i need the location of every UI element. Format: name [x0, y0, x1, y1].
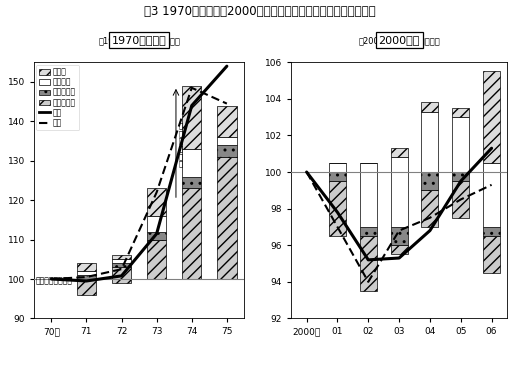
Bar: [182, 86, 201, 149]
Bar: [329, 172, 346, 181]
Bar: [77, 279, 96, 295]
Bar: [77, 263, 96, 271]
Bar: [77, 271, 96, 275]
Bar: [360, 163, 377, 227]
Bar: [77, 275, 96, 279]
Text: （2000年を100とした指数）: （2000年を100とした指数）: [358, 37, 440, 46]
Bar: [483, 71, 500, 163]
Bar: [391, 157, 408, 227]
Bar: [329, 163, 346, 172]
Bar: [182, 176, 201, 188]
Bar: [452, 108, 469, 117]
Bar: [147, 240, 166, 279]
Bar: [360, 227, 377, 236]
Bar: [217, 157, 237, 279]
Text: 輸
入
品
コ
ス
ト: 輸 入 品 コ ス ト: [178, 123, 183, 167]
Bar: [421, 190, 438, 227]
Title: 2000年代: 2000年代: [379, 35, 420, 45]
Bar: [182, 188, 201, 279]
Bar: [112, 259, 131, 263]
Bar: [182, 149, 201, 176]
Bar: [452, 172, 469, 181]
Bar: [217, 105, 237, 137]
Bar: [112, 255, 131, 259]
Bar: [112, 267, 131, 283]
Bar: [147, 188, 166, 216]
Bar: [147, 232, 166, 240]
Text: 国内企業物価指数: 国内企業物価指数: [36, 276, 73, 285]
Bar: [112, 263, 131, 267]
Bar: [391, 148, 408, 157]
Bar: [452, 181, 469, 218]
Text: （1970年を100とした指数）: （1970年を100とした指数）: [98, 37, 180, 46]
Text: 図3 1970年代前半と2000年代の国内企業物価とコスト構造比較: 図3 1970年代前半と2000年代の国内企業物価とコスト構造比較: [144, 5, 376, 19]
Bar: [421, 102, 438, 112]
Bar: [329, 181, 346, 236]
Title: 1970年代前半: 1970年代前半: [112, 35, 166, 45]
Bar: [217, 137, 237, 145]
Bar: [421, 172, 438, 190]
Bar: [483, 236, 500, 273]
Bar: [391, 227, 408, 245]
Bar: [391, 245, 408, 254]
Bar: [483, 227, 500, 236]
Bar: [483, 163, 500, 227]
Bar: [147, 216, 166, 232]
Bar: [217, 145, 237, 157]
Legend: 原油分, 原油除き, 資本コスト, 賃金コスト, 実績, 推計: 原油分, 原油除き, 資本コスト, 賃金コスト, 実績, 推計: [36, 64, 79, 130]
Bar: [360, 236, 377, 291]
Bar: [452, 117, 469, 172]
Bar: [421, 112, 438, 172]
